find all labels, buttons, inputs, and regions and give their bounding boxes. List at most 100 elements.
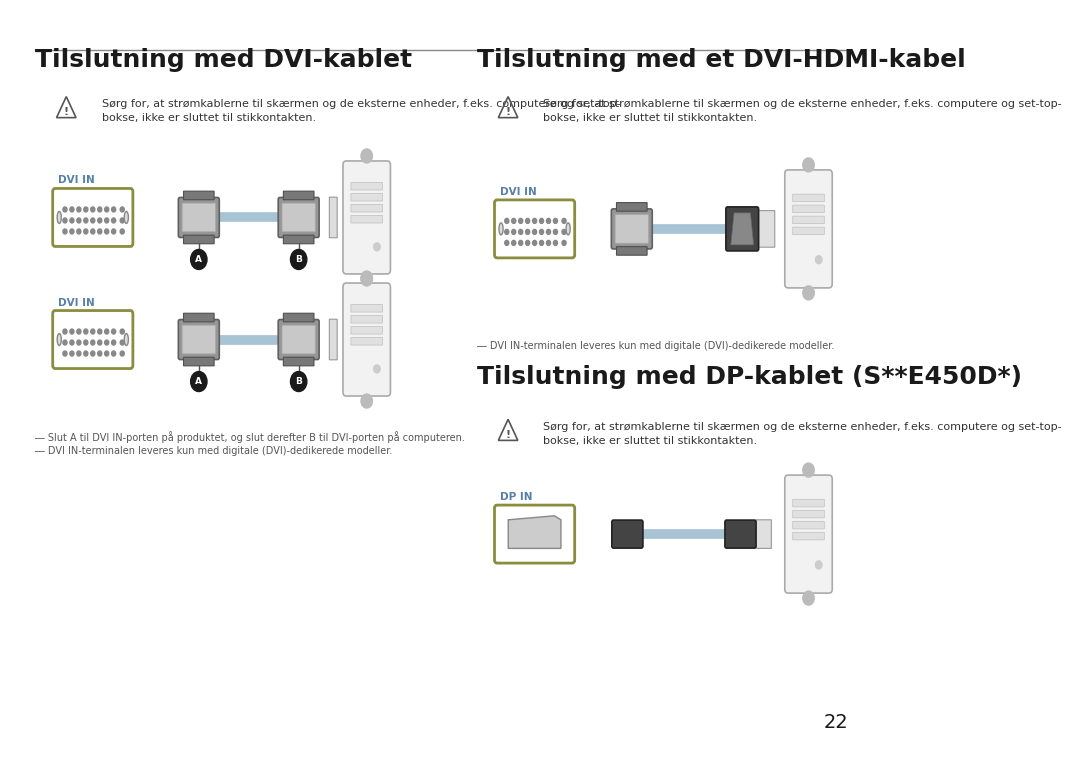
Circle shape xyxy=(532,240,537,246)
Circle shape xyxy=(518,218,523,224)
Circle shape xyxy=(512,240,516,246)
FancyBboxPatch shape xyxy=(184,235,214,243)
Circle shape xyxy=(512,230,516,234)
Circle shape xyxy=(361,271,373,285)
Circle shape xyxy=(97,229,102,234)
Ellipse shape xyxy=(499,223,503,235)
FancyBboxPatch shape xyxy=(612,520,643,548)
Circle shape xyxy=(562,218,566,224)
Circle shape xyxy=(63,229,67,234)
Text: Tilslutning med et DVI-HDMI-kabel: Tilslutning med et DVI-HDMI-kabel xyxy=(477,49,966,72)
Circle shape xyxy=(77,229,81,234)
Circle shape xyxy=(91,329,95,334)
Circle shape xyxy=(97,207,102,212)
Text: ― DVI IN-terminalen leveres kun med digitale (DVI)-dedikerede modeller.: ― DVI IN-terminalen leveres kun med digi… xyxy=(36,446,393,456)
Text: !: ! xyxy=(505,107,511,117)
Text: Tilslutning med DP-kablet (S**E450D*): Tilslutning med DP-kablet (S**E450D*) xyxy=(477,365,1022,389)
Circle shape xyxy=(518,240,523,246)
Circle shape xyxy=(518,230,523,234)
FancyBboxPatch shape xyxy=(279,320,319,359)
FancyBboxPatch shape xyxy=(793,216,824,224)
Text: Sørg for, at strømkablerne til skærmen og de eksterne enheder, f.eks. computere : Sørg for, at strømkablerne til skærmen o… xyxy=(543,99,1062,123)
FancyBboxPatch shape xyxy=(329,319,337,360)
Circle shape xyxy=(105,340,109,345)
Circle shape xyxy=(191,372,207,391)
Circle shape xyxy=(63,218,67,223)
Circle shape xyxy=(802,591,814,605)
Circle shape xyxy=(802,158,814,172)
Circle shape xyxy=(111,207,116,212)
Circle shape xyxy=(374,365,380,373)
Circle shape xyxy=(802,463,814,477)
FancyBboxPatch shape xyxy=(756,520,771,549)
FancyBboxPatch shape xyxy=(184,192,214,200)
FancyBboxPatch shape xyxy=(351,327,382,334)
Circle shape xyxy=(540,240,543,246)
Circle shape xyxy=(111,218,116,223)
Circle shape xyxy=(361,394,373,408)
Circle shape xyxy=(120,207,124,212)
Polygon shape xyxy=(509,516,561,549)
FancyBboxPatch shape xyxy=(183,325,215,354)
Circle shape xyxy=(111,340,116,345)
FancyBboxPatch shape xyxy=(283,357,314,365)
Circle shape xyxy=(97,218,102,223)
FancyBboxPatch shape xyxy=(178,198,219,237)
FancyBboxPatch shape xyxy=(343,161,391,274)
FancyBboxPatch shape xyxy=(283,192,314,200)
Circle shape xyxy=(504,240,509,246)
Circle shape xyxy=(84,351,87,356)
Circle shape xyxy=(111,351,116,356)
Circle shape xyxy=(84,218,87,223)
FancyBboxPatch shape xyxy=(793,194,824,201)
FancyBboxPatch shape xyxy=(793,205,824,213)
Circle shape xyxy=(553,240,557,246)
Text: Tilslutning med DVI-kablet: Tilslutning med DVI-kablet xyxy=(36,49,413,72)
Circle shape xyxy=(532,230,537,234)
FancyBboxPatch shape xyxy=(726,207,758,251)
Circle shape xyxy=(120,229,124,234)
Circle shape xyxy=(70,218,73,223)
FancyBboxPatch shape xyxy=(793,533,824,540)
Circle shape xyxy=(546,230,551,234)
Circle shape xyxy=(120,329,124,334)
Circle shape xyxy=(562,230,566,234)
Circle shape xyxy=(526,218,529,224)
Circle shape xyxy=(84,229,87,234)
Circle shape xyxy=(97,340,102,345)
FancyBboxPatch shape xyxy=(495,505,575,563)
Circle shape xyxy=(105,329,109,334)
FancyBboxPatch shape xyxy=(351,204,382,212)
Ellipse shape xyxy=(566,223,570,235)
Circle shape xyxy=(540,230,543,234)
FancyBboxPatch shape xyxy=(351,304,382,312)
Circle shape xyxy=(291,250,307,269)
Circle shape xyxy=(120,351,124,356)
FancyBboxPatch shape xyxy=(793,227,824,235)
Circle shape xyxy=(815,256,822,264)
Circle shape xyxy=(97,351,102,356)
FancyBboxPatch shape xyxy=(279,198,319,237)
Circle shape xyxy=(77,351,81,356)
FancyBboxPatch shape xyxy=(183,203,215,232)
FancyBboxPatch shape xyxy=(53,311,133,369)
FancyBboxPatch shape xyxy=(617,203,647,211)
Circle shape xyxy=(70,329,73,334)
FancyBboxPatch shape xyxy=(351,193,382,201)
Ellipse shape xyxy=(57,333,62,346)
FancyBboxPatch shape xyxy=(785,475,833,593)
Circle shape xyxy=(562,240,566,246)
Circle shape xyxy=(291,372,307,391)
Circle shape xyxy=(97,329,102,334)
Circle shape xyxy=(532,218,537,224)
FancyBboxPatch shape xyxy=(611,209,652,249)
FancyBboxPatch shape xyxy=(351,215,382,223)
Text: Sørg for, at strømkablerne til skærmen og de eksterne enheder, f.eks. computere : Sørg for, at strømkablerne til skærmen o… xyxy=(543,422,1062,446)
Text: !: ! xyxy=(505,430,511,439)
FancyBboxPatch shape xyxy=(725,520,756,548)
Text: A: A xyxy=(195,377,202,386)
Circle shape xyxy=(91,351,95,356)
FancyBboxPatch shape xyxy=(184,357,214,365)
FancyBboxPatch shape xyxy=(793,521,824,529)
Text: DVI IN: DVI IN xyxy=(58,175,95,185)
